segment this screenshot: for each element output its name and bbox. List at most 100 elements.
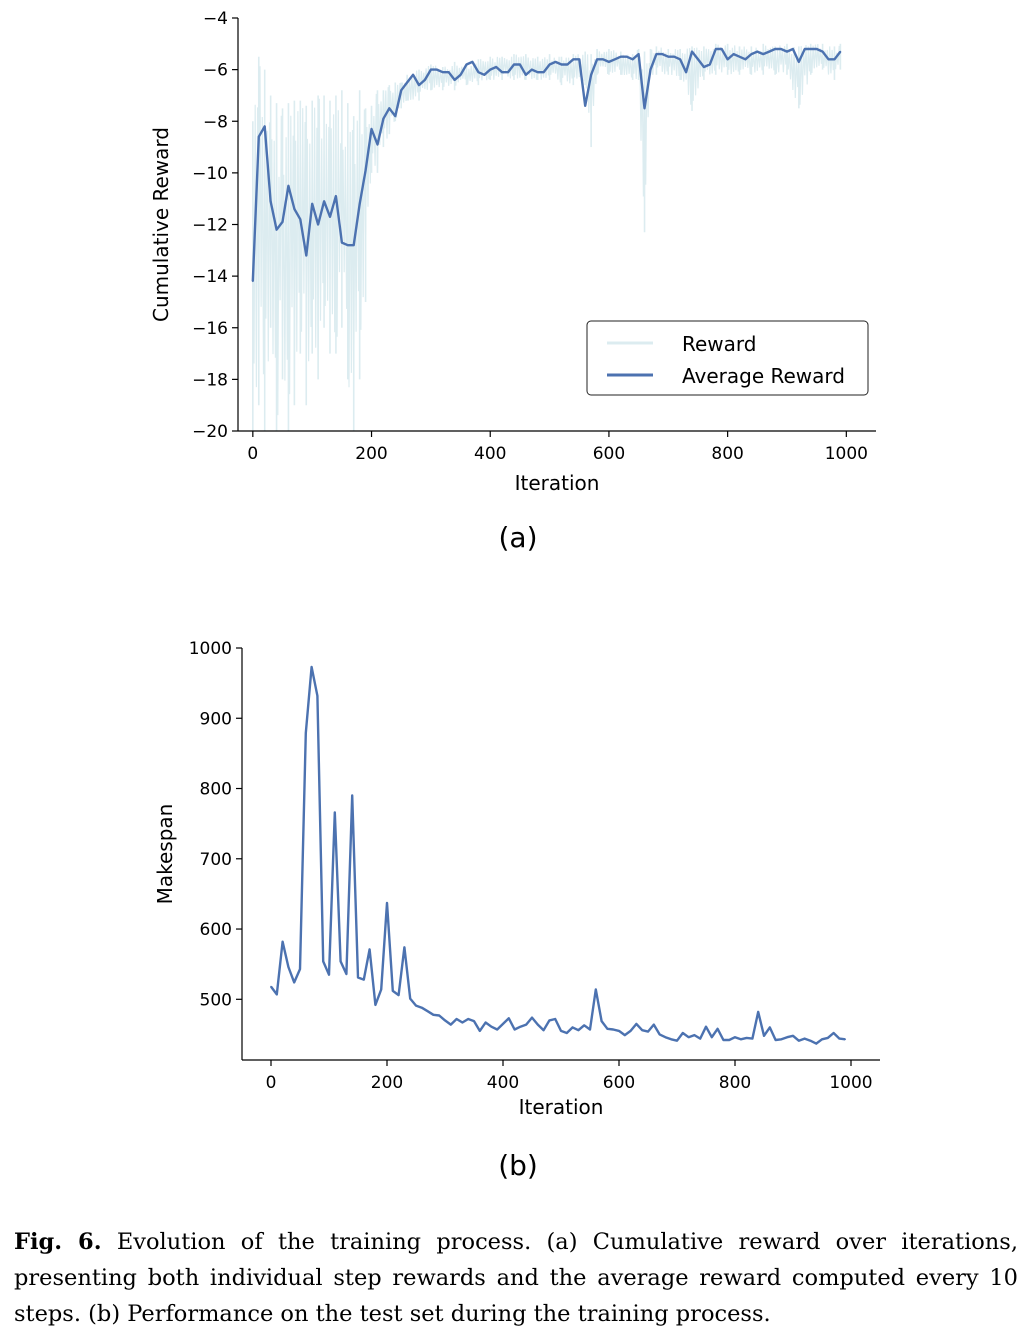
average-reward-point — [376, 143, 379, 146]
average-reward-point — [768, 50, 770, 53]
makespan-point — [276, 993, 278, 996]
average-reward-point — [305, 254, 308, 257]
average-reward-point — [501, 71, 503, 73]
average-reward-point — [815, 48, 818, 50]
average-reward-point — [513, 63, 515, 66]
makespan-point — [815, 1042, 817, 1045]
legend-entry-reward: Reward — [682, 332, 756, 356]
y-tick-label: −6 — [203, 61, 228, 81]
average-reward-point — [347, 244, 349, 246]
average-reward-point — [839, 50, 842, 53]
makespan-point — [745, 1037, 748, 1039]
average-reward-point — [519, 63, 521, 66]
makespan-point — [803, 1037, 806, 1040]
makespan-point — [699, 1037, 701, 1040]
makespan-point — [479, 1030, 481, 1032]
average-reward-point — [430, 68, 432, 71]
makespan-point — [751, 1037, 754, 1040]
y-tick-label: −16 — [192, 319, 228, 339]
makespan-point — [305, 732, 307, 734]
average-reward-series-line — [251, 47, 842, 282]
makespan-point — [299, 968, 301, 970]
makespan-point — [635, 1023, 638, 1025]
x-tick-label: 400 — [474, 444, 506, 464]
y-tick-label: 800 — [200, 780, 232, 800]
y-tick-label: 500 — [200, 990, 232, 1010]
average-reward-point — [703, 66, 705, 68]
average-reward-point — [786, 50, 788, 53]
average-reward-point — [329, 216, 331, 218]
makespan-point — [461, 1021, 464, 1024]
makespan-point — [716, 1028, 719, 1030]
average-reward-point — [744, 58, 747, 61]
x-tick-label: 800 — [719, 1073, 751, 1093]
figure: 0 200 400 600 800 1000 −20 −18 −16 −14 −12 −10 −8 −6 −… — [149, 9, 880, 1182]
y-tick-label: 600 — [200, 920, 232, 940]
makespan-point — [339, 960, 342, 963]
makespan-point — [270, 985, 272, 988]
makespan-point — [409, 997, 412, 1000]
average-reward-point — [507, 71, 509, 73]
makespan-point — [786, 1036, 788, 1038]
average-reward-point — [833, 58, 836, 61]
average-reward-point — [323, 200, 325, 203]
y-tick-label: −12 — [192, 216, 228, 236]
makespan-point — [757, 1011, 759, 1013]
average-reward-point — [596, 58, 598, 61]
makespan-point — [653, 1023, 655, 1026]
axes — [241, 648, 880, 1061]
makespan-point — [821, 1038, 823, 1041]
average-reward-point — [269, 200, 272, 203]
makespan-point — [502, 1023, 504, 1025]
x-tick-label: 200 — [371, 1073, 403, 1093]
makespan-point — [664, 1036, 667, 1038]
caption-text: Evolution of the training process. (a) C… — [14, 1229, 1018, 1327]
makespan-point — [600, 1020, 603, 1022]
makespan-point — [345, 973, 348, 975]
average-reward-point — [299, 218, 302, 221]
average-reward-point — [495, 66, 498, 68]
panel-label-a: (a) — [498, 521, 537, 554]
makespan-point — [542, 1029, 545, 1031]
average-reward-point — [732, 53, 735, 55]
makespan-point — [438, 1014, 441, 1017]
makespan-point — [519, 1025, 522, 1028]
y-tick-label: 900 — [200, 709, 232, 729]
makespan-point — [403, 946, 406, 949]
y-tick-label: −18 — [192, 370, 228, 390]
average-reward-point — [525, 74, 527, 76]
makespan-point — [455, 1018, 458, 1020]
makespan-point — [368, 948, 371, 951]
average-reward-point — [341, 241, 343, 244]
average-reward-point — [531, 68, 533, 71]
makespan-point — [548, 1019, 551, 1022]
average-reward-point — [412, 74, 414, 76]
makespan-point — [537, 1023, 539, 1026]
x-tick-label: 0 — [266, 1073, 277, 1093]
reward-band-series — [252, 43, 842, 431]
average-reward-point — [394, 115, 397, 117]
average-reward-point — [554, 61, 557, 63]
x-tick-label: 1000 — [825, 444, 868, 464]
legend: Reward Average Reward — [586, 320, 869, 396]
makespan-point — [740, 1038, 742, 1041]
makespan-point — [363, 978, 365, 981]
y-tick-label: 1000 — [189, 639, 232, 659]
makespan-point — [838, 1037, 841, 1040]
y-tick-label: −14 — [192, 267, 228, 287]
makespan-point — [780, 1038, 783, 1041]
average-reward-point — [489, 68, 492, 71]
average-reward-point — [637, 53, 640, 55]
x-tick-label: 0 — [247, 444, 258, 464]
average-reward-point — [418, 84, 420, 86]
average-reward-point — [614, 58, 616, 61]
ticks: 0 200 400 600 800 1000 500 600 700 800 900 1000 — [189, 639, 873, 1093]
makespan-point — [293, 981, 296, 984]
average-reward-point — [631, 58, 634, 61]
average-reward-point — [774, 48, 776, 50]
x-tick-label: 600 — [603, 1073, 635, 1093]
makespan-point — [513, 1028, 516, 1031]
makespan-point — [624, 1034, 626, 1036]
makespan-point — [386, 902, 388, 904]
makespan-point — [316, 695, 319, 697]
